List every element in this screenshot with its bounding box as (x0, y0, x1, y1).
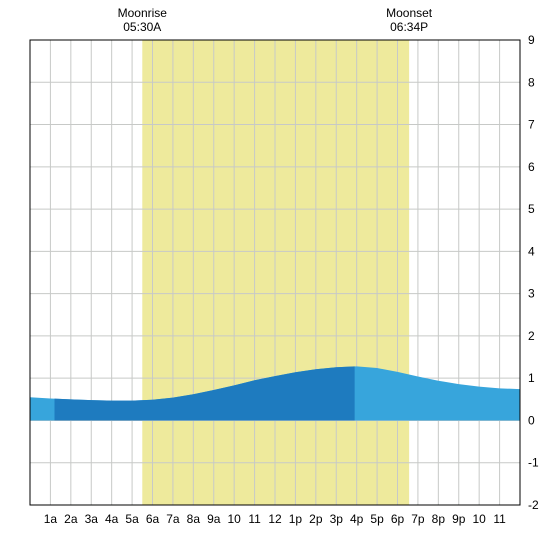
moonrise-title: Moonrise (118, 6, 167, 20)
svg-text:9: 9 (528, 33, 535, 47)
moonrise-time: 05:30A (123, 20, 161, 34)
svg-text:10: 10 (472, 512, 486, 526)
svg-text:11: 11 (493, 512, 506, 526)
svg-text:8: 8 (528, 75, 535, 89)
moonset-label: Moonset 06:34P (386, 6, 432, 35)
moonrise-label: Moonrise 05:30A (118, 6, 167, 35)
svg-text:11: 11 (248, 512, 261, 526)
svg-text:3: 3 (528, 287, 535, 301)
svg-text:-2: -2 (528, 498, 539, 512)
svg-text:3p: 3p (330, 512, 344, 526)
moonset-title: Moonset (386, 6, 432, 20)
svg-text:6: 6 (528, 160, 535, 174)
svg-text:4p: 4p (350, 512, 364, 526)
svg-text:1: 1 (528, 371, 535, 385)
svg-text:12: 12 (268, 512, 282, 526)
svg-text:-1: -1 (528, 456, 539, 470)
svg-text:7p: 7p (411, 512, 425, 526)
svg-text:8a: 8a (187, 512, 201, 526)
chart-svg: -2-101234567891a2a3a4a5a6a7a8a9a1011121p… (0, 0, 550, 550)
svg-text:2: 2 (528, 329, 535, 343)
svg-text:5a: 5a (125, 512, 139, 526)
svg-text:6p: 6p (391, 512, 405, 526)
moonset-time: 06:34P (390, 20, 428, 34)
svg-text:10: 10 (227, 512, 241, 526)
svg-text:6a: 6a (146, 512, 160, 526)
svg-text:5p: 5p (370, 512, 384, 526)
svg-text:3a: 3a (85, 512, 99, 526)
svg-text:7a: 7a (166, 512, 180, 526)
tide-chart: Moonrise 05:30A Moonset 06:34P -2-101234… (0, 0, 550, 550)
svg-text:1a: 1a (44, 512, 58, 526)
svg-text:4: 4 (528, 244, 535, 258)
svg-text:8p: 8p (432, 512, 446, 526)
svg-text:9p: 9p (452, 512, 466, 526)
svg-text:7: 7 (528, 118, 535, 132)
svg-text:5: 5 (528, 202, 535, 216)
svg-text:2p: 2p (309, 512, 323, 526)
svg-text:2a: 2a (64, 512, 78, 526)
svg-text:1p: 1p (289, 512, 303, 526)
svg-text:4a: 4a (105, 512, 119, 526)
svg-text:9a: 9a (207, 512, 221, 526)
svg-text:0: 0 (528, 413, 535, 427)
